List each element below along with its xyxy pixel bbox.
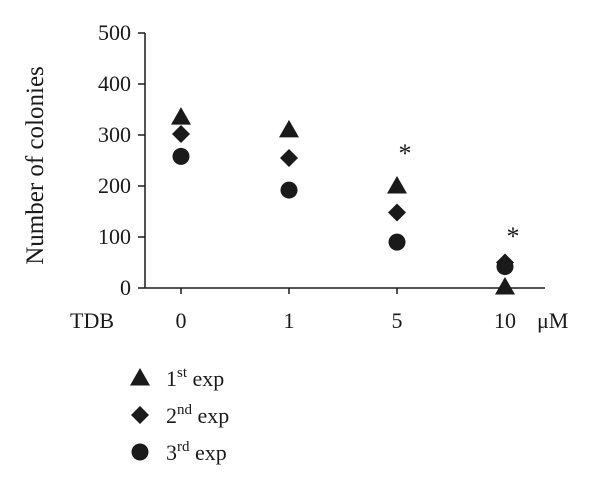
y-tick-label: 200 [98, 173, 131, 198]
data-point-diamond [172, 124, 190, 143]
legend-label: 2nd exp [166, 402, 229, 428]
data-point-diamond [388, 203, 406, 222]
x-axis-unit-label: μM [537, 308, 568, 333]
significance-asterisk: * [507, 222, 520, 251]
y-tick-label: 500 [98, 20, 131, 45]
x-axis: 0 1 5 10 TDB μM [70, 287, 568, 333]
data-point-triangle [387, 176, 407, 194]
legend-item: 2nd exp [131, 402, 229, 428]
significance-annotations: ** [399, 139, 520, 251]
legend-item: 3rd exp [131, 439, 227, 465]
data-point-triangle [171, 107, 191, 125]
data-point-triangle [495, 276, 515, 295]
y-axis: 0 100 200 300 400 500 Number of colonies [22, 20, 146, 300]
y-axis-title: Number of colonies [22, 66, 49, 265]
legend-item: 1st exp [130, 365, 224, 391]
x-tick-label: 5 [392, 308, 403, 333]
significance-asterisk: * [399, 139, 412, 168]
legend-diamond-icon [131, 406, 149, 424]
data-point-diamond [280, 148, 298, 167]
data-point-triangle [279, 119, 299, 138]
legend: 1st exp 2nd exp 3rd exp [130, 365, 229, 465]
legend-triangle-icon [130, 368, 150, 386]
data-point-circle [280, 181, 298, 199]
y-tick-label: 400 [98, 71, 131, 96]
x-tick-label: 10 [494, 308, 516, 333]
data-point-circle [496, 258, 514, 276]
y-tick-label: 300 [98, 122, 131, 147]
y-tick-label: 0 [120, 275, 131, 300]
data-point-circle [172, 147, 190, 165]
y-tick-label: 100 [98, 224, 131, 249]
x-axis-prefix-label: TDB [70, 308, 114, 333]
x-tick-label: 0 [176, 308, 187, 333]
legend-label: 1st exp [166, 365, 224, 391]
legend-circle-icon [131, 443, 149, 461]
data-point-circle [388, 233, 406, 251]
legend-label: 3rd exp [166, 439, 227, 465]
data-points [171, 107, 515, 295]
x-tick-label: 1 [284, 308, 295, 333]
